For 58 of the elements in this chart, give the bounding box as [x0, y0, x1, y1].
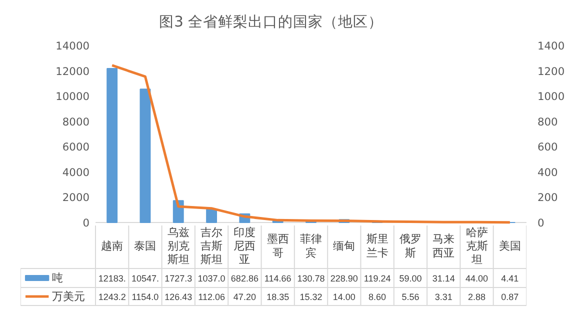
data-label: 1154.0 — [132, 292, 159, 302]
y-tick-label: 10000 — [56, 90, 90, 104]
data-label: 47.20 — [233, 292, 256, 302]
data-label: 8.60 — [368, 292, 386, 302]
x-tick-label: 俄罗斯 — [399, 232, 422, 260]
data-label: 59.00 — [399, 274, 422, 284]
data-label: 4.41 — [501, 274, 519, 284]
y-tick-label: 0 — [82, 216, 90, 230]
y2-tick-label: 200 — [538, 191, 558, 204]
data-label: 1727.3 — [164, 274, 192, 284]
legend-label: 吨 — [52, 272, 63, 284]
legend-label: 万美元 — [52, 290, 85, 303]
x-tick-label: 斯里兰卡 — [366, 232, 388, 260]
data-label: 5.56 — [402, 292, 420, 302]
data-label: 2.88 — [468, 292, 486, 302]
y2-tick-label: 400 — [538, 166, 558, 179]
y2-tick-label: 0 — [538, 216, 544, 230]
y2-tick-label: 600 — [538, 140, 558, 154]
y-tick-label: 14000 — [56, 40, 90, 52]
x-tick-label: 越南 — [101, 240, 124, 252]
y-tick-label: 8000 — [62, 115, 90, 128]
y-tick-label: 6000 — [62, 140, 90, 154]
data-label: 130.78 — [297, 274, 325, 284]
y2-tick-label: 800 — [538, 115, 558, 128]
data-label: 10547. — [131, 274, 159, 284]
x-tick-label: 乌兹别克斯坦 — [167, 226, 190, 266]
chart-title: 图3 全省鲜梨出口的国家（地区） — [159, 14, 384, 30]
data-label: 228.90 — [330, 274, 358, 284]
data-label: 682.86 — [230, 274, 258, 284]
y-tick-label: 12000 — [56, 64, 90, 78]
y2-tick-label: 1200 — [538, 64, 565, 78]
x-tick-label: 印度尼西亚 — [234, 226, 256, 266]
y2-tick-label: 1000 — [538, 90, 565, 104]
data-label: 119.24 — [364, 274, 391, 284]
data-label: 18.35 — [266, 292, 290, 302]
y-tick-label: 2000 — [62, 191, 90, 204]
data-label: 114.66 — [264, 274, 292, 284]
data-label: 3.31 — [434, 292, 452, 302]
data-label: 1243.2 — [98, 292, 126, 302]
data-label: 126.43 — [164, 292, 192, 302]
x-tick-label: 墨西哥 — [266, 232, 289, 260]
data-label: 15.32 — [300, 292, 322, 302]
data-label: 44.00 — [466, 274, 488, 284]
data-label: 14.00 — [332, 292, 356, 302]
data-label: 31.14 — [432, 274, 455, 284]
x-tick-label: 菲律宾 — [300, 232, 322, 260]
x-tick-label: 吉尔吉斯斯坦 — [200, 226, 223, 266]
x-tick-label: 泰国 — [134, 240, 156, 252]
x-tick-label: 哈萨克斯坦 — [466, 226, 488, 266]
x-tick-label: 缅甸 — [333, 240, 356, 252]
data-label: 1037.0 — [198, 274, 226, 284]
data-label: 112.06 — [198, 292, 225, 302]
x-tick-label: 马来西亚 — [432, 232, 455, 260]
x-tick-label: 美国 — [498, 240, 521, 252]
y-tick-label: 4000 — [62, 166, 90, 179]
data-label: 0.87 — [501, 292, 519, 302]
data-label: 12183. — [98, 274, 126, 284]
y2-tick-label: 1400 — [538, 40, 565, 52]
